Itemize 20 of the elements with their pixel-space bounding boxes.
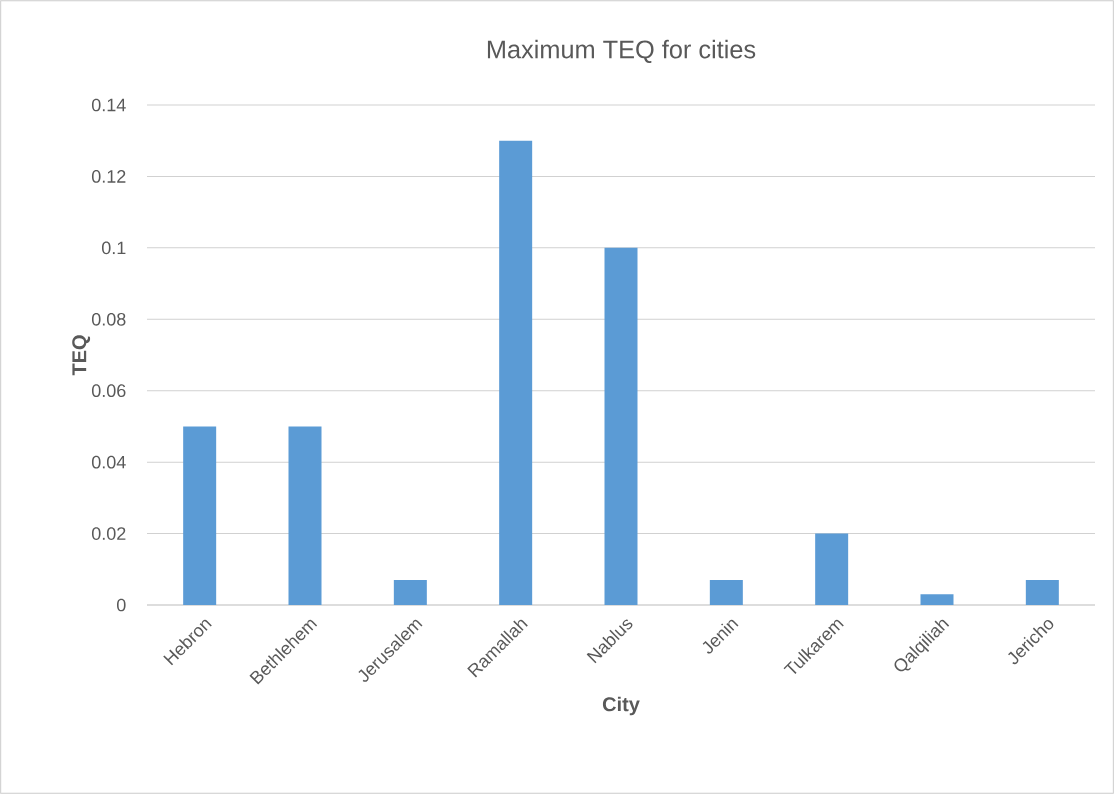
y-tick-label: 0.06 [91,384,126,398]
y-tick-label: 0 [116,598,126,612]
y-tick-label: 0.12 [91,170,126,183]
chart-title: Maximum TEQ for cities [487,39,756,63]
y-tick-label: 0.1 [101,241,126,255]
bar [1025,580,1059,605]
y-tick-label: 0.08 [91,312,126,326]
bar [393,580,427,605]
bar [183,426,217,605]
y-axis-title: TEQ [72,335,91,376]
bar [709,580,743,605]
y-tick-label: 0.04 [91,455,126,469]
x-axis-title: City [602,696,640,716]
bar [499,140,533,605]
bar [920,594,954,605]
bar [288,426,322,605]
y-tick-label: 0.02 [91,527,126,540]
bar [815,533,849,605]
bar [604,247,638,605]
y-tick-label: 0.14 [91,98,126,112]
